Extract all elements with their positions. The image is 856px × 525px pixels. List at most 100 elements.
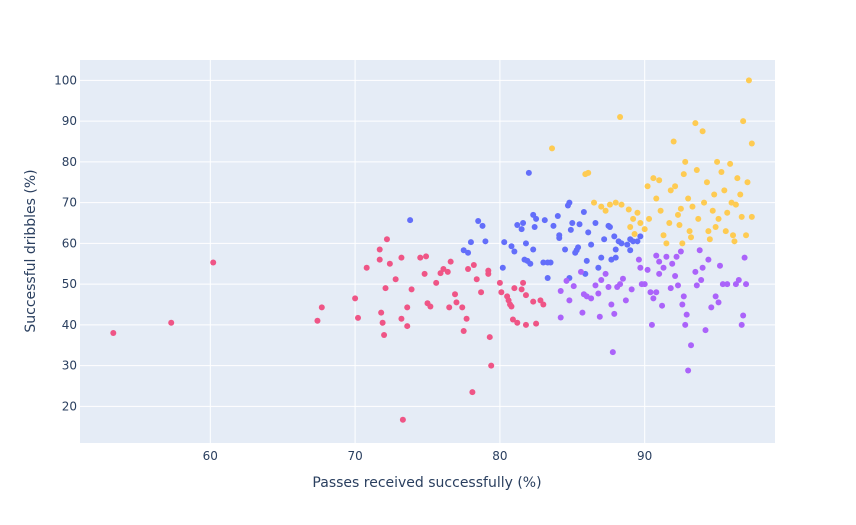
data-point: [533, 320, 540, 327]
data-point: [685, 195, 692, 202]
y-tick-label: 40: [62, 318, 77, 332]
data-point: [657, 207, 664, 214]
data-point: [740, 118, 747, 125]
data-point: [557, 314, 564, 321]
data-point: [576, 221, 583, 228]
data-point: [447, 258, 454, 265]
data-point: [685, 367, 692, 374]
data-point: [656, 258, 663, 265]
data-point: [738, 321, 745, 328]
data-point: [748, 213, 755, 220]
data-point: [727, 160, 734, 167]
data-point: [679, 240, 686, 247]
data-point: [701, 199, 708, 206]
data-point: [407, 217, 414, 224]
data-point: [693, 282, 700, 289]
data-point: [566, 297, 573, 304]
data-point: [570, 283, 577, 290]
data-point: [696, 247, 703, 254]
data-point: [383, 236, 390, 243]
data-point: [498, 289, 505, 296]
data-point: [618, 201, 625, 208]
data-point: [463, 315, 470, 322]
data-point: [511, 285, 518, 292]
data-point: [716, 262, 723, 269]
data-point: [376, 246, 383, 253]
data-point: [719, 281, 726, 288]
data-point: [588, 295, 595, 302]
data-point: [656, 177, 663, 184]
y-tick-label: 20: [62, 399, 77, 413]
data-point: [631, 230, 638, 237]
data-point: [663, 253, 670, 260]
data-point: [520, 279, 527, 286]
data-point: [644, 183, 651, 190]
data-point: [688, 342, 695, 349]
data-point: [647, 289, 654, 296]
data-point: [518, 286, 525, 293]
data-point: [363, 264, 370, 271]
data-point: [715, 215, 722, 222]
data-point: [381, 332, 388, 339]
data-point: [475, 217, 482, 224]
data-point: [706, 236, 713, 243]
data-point: [637, 219, 644, 226]
data-point: [605, 283, 612, 290]
data-point: [465, 266, 472, 273]
data-point: [738, 213, 745, 220]
data-point: [501, 239, 508, 246]
data-point: [602, 207, 609, 214]
data-point: [630, 215, 637, 222]
data-point: [737, 191, 744, 198]
data-point: [622, 297, 629, 304]
data-point: [641, 281, 648, 288]
data-point: [724, 281, 731, 288]
data-point: [488, 362, 495, 369]
data-point: [682, 158, 689, 165]
data-point: [168, 319, 175, 326]
data-point: [531, 224, 538, 231]
data-point: [653, 195, 660, 202]
data-point: [486, 334, 493, 341]
data-point: [612, 246, 619, 253]
data-point: [699, 264, 706, 271]
data-point: [479, 222, 486, 229]
data-point: [648, 321, 655, 328]
data-point: [562, 246, 569, 253]
data-point: [583, 257, 590, 264]
data-point: [540, 301, 547, 308]
data-point: [210, 259, 217, 266]
y-tick-label: 70: [62, 196, 77, 210]
data-point: [689, 203, 696, 210]
data-point: [656, 270, 663, 277]
data-point: [699, 128, 706, 135]
data-point: [635, 256, 642, 263]
data-point: [709, 207, 716, 214]
data-point: [653, 289, 660, 296]
data-point: [563, 277, 570, 284]
data-point: [508, 303, 515, 310]
data-point: [606, 224, 613, 231]
data-point: [628, 286, 635, 293]
data-point: [530, 246, 537, 253]
grid-lines: [80, 60, 775, 443]
data-point: [554, 213, 561, 220]
data-point: [496, 279, 503, 286]
y-tick-label: 100: [54, 73, 77, 87]
data-point: [630, 238, 637, 245]
data-point: [618, 240, 625, 247]
data-point: [734, 175, 741, 182]
data-point: [421, 270, 428, 277]
data-point: [682, 321, 689, 328]
data-point: [705, 256, 712, 263]
y-axis-ticks: 20 30 40 50 60 70 80 90 100: [54, 73, 77, 413]
y-axis-title: Successful dribbles (%): [23, 169, 39, 332]
data-point: [459, 304, 466, 311]
data-point: [703, 179, 710, 186]
data-point: [530, 298, 537, 305]
data-point: [533, 215, 540, 222]
data-point: [692, 120, 699, 127]
data-point: [702, 327, 709, 334]
data-point: [433, 279, 440, 286]
data-point: [650, 175, 657, 182]
